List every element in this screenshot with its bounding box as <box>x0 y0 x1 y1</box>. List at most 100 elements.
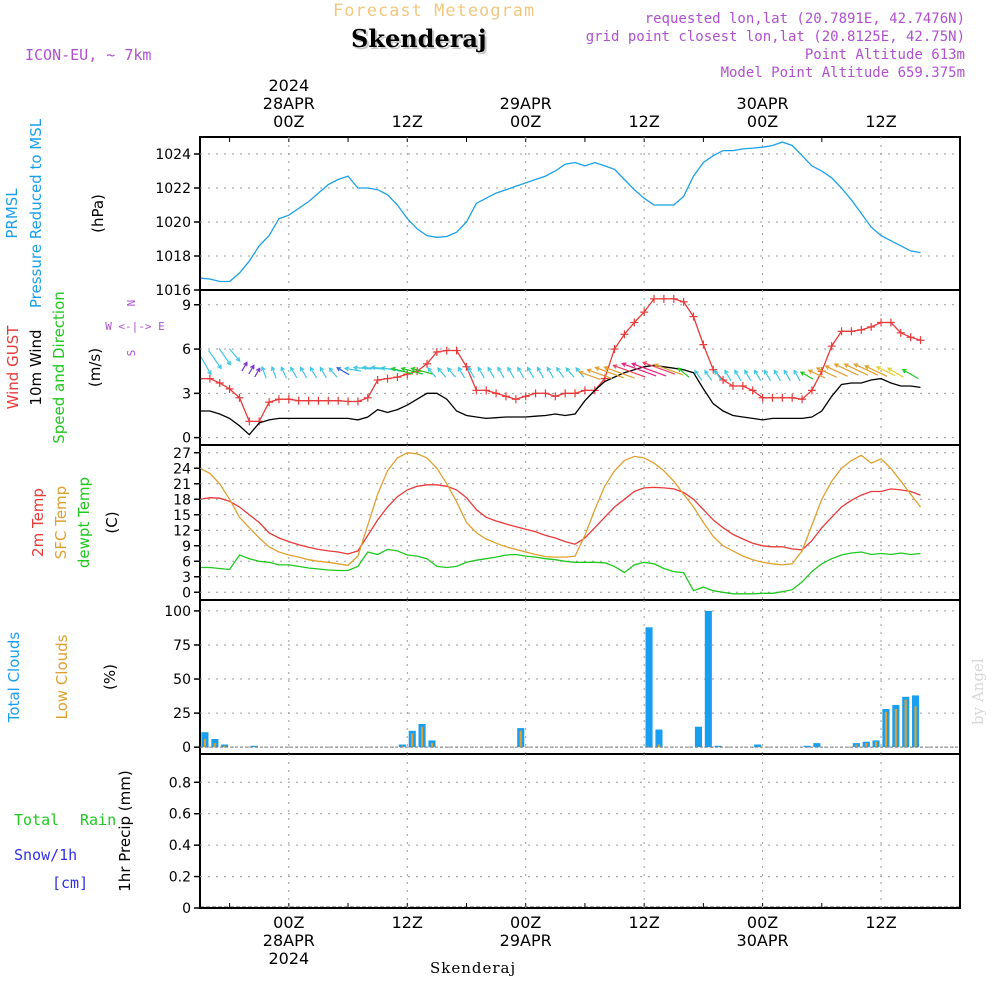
bottom-time-label: 12Z <box>628 913 659 932</box>
wind-arrow <box>578 370 601 380</box>
top-time-label: 28APR <box>263 94 315 113</box>
clouds-ylabel: Total Clouds <box>5 632 23 724</box>
wind-arrow <box>427 367 437 378</box>
wind-arrow <box>208 350 222 370</box>
wind-arrow <box>260 365 267 379</box>
wind-arrow <box>536 366 545 379</box>
wind-arrow <box>901 368 919 380</box>
top-time-label: 00Z <box>510 112 541 131</box>
wind-arrow <box>621 362 657 377</box>
low-cloud-bar <box>904 699 907 748</box>
total-label: Total <box>14 811 59 829</box>
clouds-unit: (%) <box>101 664 119 690</box>
panels: 1016 1018 1020 1022 1024 PRMSL Pressure Reduce… <box>3 118 961 917</box>
model-label: ICON-EU, ~ 7km <box>25 46 151 64</box>
rain-label: Rain <box>80 811 116 829</box>
wind-arrow <box>744 369 752 382</box>
bottom-time-label: 00Z <box>273 913 304 932</box>
wind-arrow <box>390 366 414 375</box>
wind-arrow <box>799 371 814 380</box>
wind-unit: (m/s) <box>86 348 104 387</box>
wind-arrow <box>241 361 248 372</box>
top-time-label: 30APR <box>737 94 789 113</box>
temperature-ylabel: dewpt Temp <box>75 477 93 568</box>
wind-arrow <box>694 369 703 381</box>
low-cloud-bar <box>421 726 424 748</box>
top-time-label: 2024 <box>268 76 309 95</box>
series-10m-wind <box>201 364 921 436</box>
location-title: Skenderaj <box>351 24 487 53</box>
total-cloud-bar <box>655 729 663 748</box>
series-prmsl <box>201 141 921 283</box>
precip-ytick-label: 0.8 <box>169 775 191 791</box>
compass-north: N <box>125 300 138 307</box>
wind-arrow <box>763 369 772 382</box>
forecast-title: Forecast Meteogram <box>333 1 535 21</box>
model-point-altitude: Model Point Altitude 659.375m <box>721 65 965 81</box>
clouds-plot <box>201 610 959 748</box>
total-cloud-bar <box>714 745 722 748</box>
wind-arrow <box>309 366 318 379</box>
series-sfc-temp <box>201 452 922 567</box>
wind-arrow <box>352 365 372 371</box>
wind-arrow <box>653 363 684 376</box>
temperature-ytick-label: 21 <box>173 477 191 493</box>
wind-arrow <box>631 362 667 377</box>
wind-arrow <box>446 367 456 378</box>
low-cloud-bar <box>401 745 404 748</box>
temperature-ytick-label: 24 <box>173 461 191 477</box>
wind-arrow <box>853 363 879 376</box>
wind-arrow <box>586 368 613 380</box>
wind-arrow <box>201 355 212 376</box>
wind-arrow <box>458 366 466 379</box>
wind-arrow <box>299 366 308 379</box>
wind-arrow <box>704 369 713 381</box>
bottom-location: Skenderaj <box>430 959 516 977</box>
wind-arrow <box>565 367 575 378</box>
low-cloud-bar <box>855 744 858 748</box>
wind-arrow <box>343 366 362 372</box>
pressure-ytick-label: 1024 <box>155 147 191 163</box>
wind-arrow <box>517 366 525 379</box>
wind-ytick-label: 0 <box>182 431 191 447</box>
requested-coords: requested lon,lat (20.7891E, 42.7476N) <box>645 11 965 27</box>
low-cloud-bar <box>430 743 433 748</box>
low-cloud-bar <box>519 730 522 748</box>
precip-ytick-label: 0.2 <box>169 870 191 886</box>
wind-arrow <box>400 366 423 375</box>
wind-arrow <box>641 361 676 375</box>
wind-arrow <box>228 348 241 363</box>
top-time-label: 29APR <box>500 94 552 113</box>
wind-ytick-label: 9 <box>182 298 191 314</box>
bottom-time-label: 28APR <box>263 931 315 950</box>
wind-plot <box>201 294 925 436</box>
series-2m-temp <box>201 484 921 555</box>
bottom-time-label: 12Z <box>865 913 896 932</box>
wind-arrow <box>713 369 723 381</box>
total-cloud-bar <box>754 744 762 748</box>
clouds-ytick-label: 50 <box>173 672 191 688</box>
wind-ytick-label: 3 <box>182 386 191 402</box>
wind-arrow <box>487 366 495 379</box>
low-cloud-bar <box>875 741 878 748</box>
precip-ytick-label: 0.4 <box>169 838 191 854</box>
bottom-time-label: 29APR <box>500 931 552 950</box>
wind-arrow <box>336 367 350 376</box>
wind-ylabel: 10m Wind <box>27 329 45 405</box>
precip-ylabel: 1hr Precip (mm) <box>116 770 134 891</box>
wind-arrow <box>793 369 801 382</box>
top-time-label: 12Z <box>392 112 423 131</box>
low-cloud-bar <box>865 743 868 748</box>
bottom-time-label: 30APR <box>737 931 789 950</box>
panel-clouds: 0 25 50 75 100 Total Clouds Low Clouds (%) <box>5 599 961 756</box>
bottom-time-label: 2024 <box>268 949 309 968</box>
total-cloud-bar <box>813 743 821 748</box>
pressure-ytick-label: 1020 <box>155 215 191 231</box>
wind-arrow <box>824 365 848 377</box>
pressure-unit: (hPa) <box>89 194 107 233</box>
temperature-plot <box>201 452 922 595</box>
top-time-label: 00Z <box>273 112 304 131</box>
